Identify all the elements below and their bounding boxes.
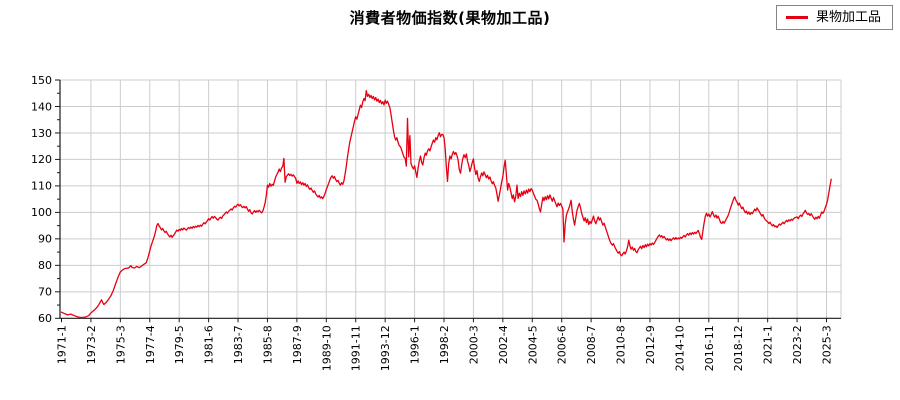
x-axis-tick-label: 2008-7: [585, 325, 598, 364]
y-axis-tick-label: 150: [31, 74, 52, 87]
x-axis-tick-label: 1979-5: [173, 325, 186, 364]
x-axis-tick-label: 1983-7: [232, 325, 245, 364]
x-axis-tick-label: 2014-10: [673, 325, 686, 371]
y-axis-tick-label: 140: [31, 100, 52, 113]
y-axis-tick-label: 70: [38, 286, 52, 299]
x-axis-tick-label: 1998-2: [438, 325, 451, 364]
x-axis-tick-label: 1971-1: [56, 325, 69, 364]
x-axis-tick-label: 1985-8: [261, 325, 274, 364]
y-axis-tick-label: 90: [38, 233, 52, 246]
x-axis-tick-label: 1973-2: [85, 325, 98, 364]
x-axis-tick-label: 2004-5: [526, 325, 539, 364]
cpi-series-line: [60, 89, 832, 319]
x-axis-tick-label: 2012-9: [644, 325, 657, 364]
y-axis-tick-label: 80: [38, 259, 52, 272]
x-axis-tick-label: 1996-1: [409, 325, 422, 364]
x-axis-tick-label: 2010-8: [615, 325, 628, 364]
y-axis-tick-label: 60: [38, 312, 52, 325]
x-axis-tick-label: 1981-6: [203, 325, 216, 364]
x-axis-tick-label: 1987-9: [291, 325, 304, 364]
y-axis-tick-label: 120: [31, 153, 52, 166]
legend-series-label: 果物加工品: [815, 10, 881, 25]
y-axis-tick-label: 100: [31, 206, 52, 219]
x-axis-tick-label: 2000-3: [467, 325, 480, 364]
x-axis-tick-label: 2021-1: [762, 325, 775, 364]
x-axis-tick-label: 1977-4: [144, 325, 157, 364]
x-axis-tick-label: 2023-2: [791, 325, 804, 364]
x-axis-tick-label: 2025-3: [821, 325, 834, 364]
x-axis-tick-label: 2018-12: [732, 325, 745, 371]
chart-title: 消費者物価指数(果物加工品): [349, 9, 551, 27]
y-axis-tick-label: 110: [31, 180, 52, 193]
x-axis-tick-label: 2002-4: [497, 325, 510, 364]
x-axis-tick-label: 2006-6: [556, 325, 569, 364]
x-axis-tick-label: 1989-10: [320, 325, 333, 371]
x-axis-tick-label: 1975-3: [114, 325, 127, 364]
legend-box: 果物加工品: [775, 5, 893, 30]
y-axis-tick-label: 130: [31, 127, 52, 140]
x-axis-tick-label: 1993-12: [379, 325, 392, 371]
x-axis-tick-label: 2016-11: [703, 325, 716, 371]
legend-line-swatch: [785, 16, 808, 19]
x-axis-tick-label: 1991-11: [350, 325, 363, 371]
